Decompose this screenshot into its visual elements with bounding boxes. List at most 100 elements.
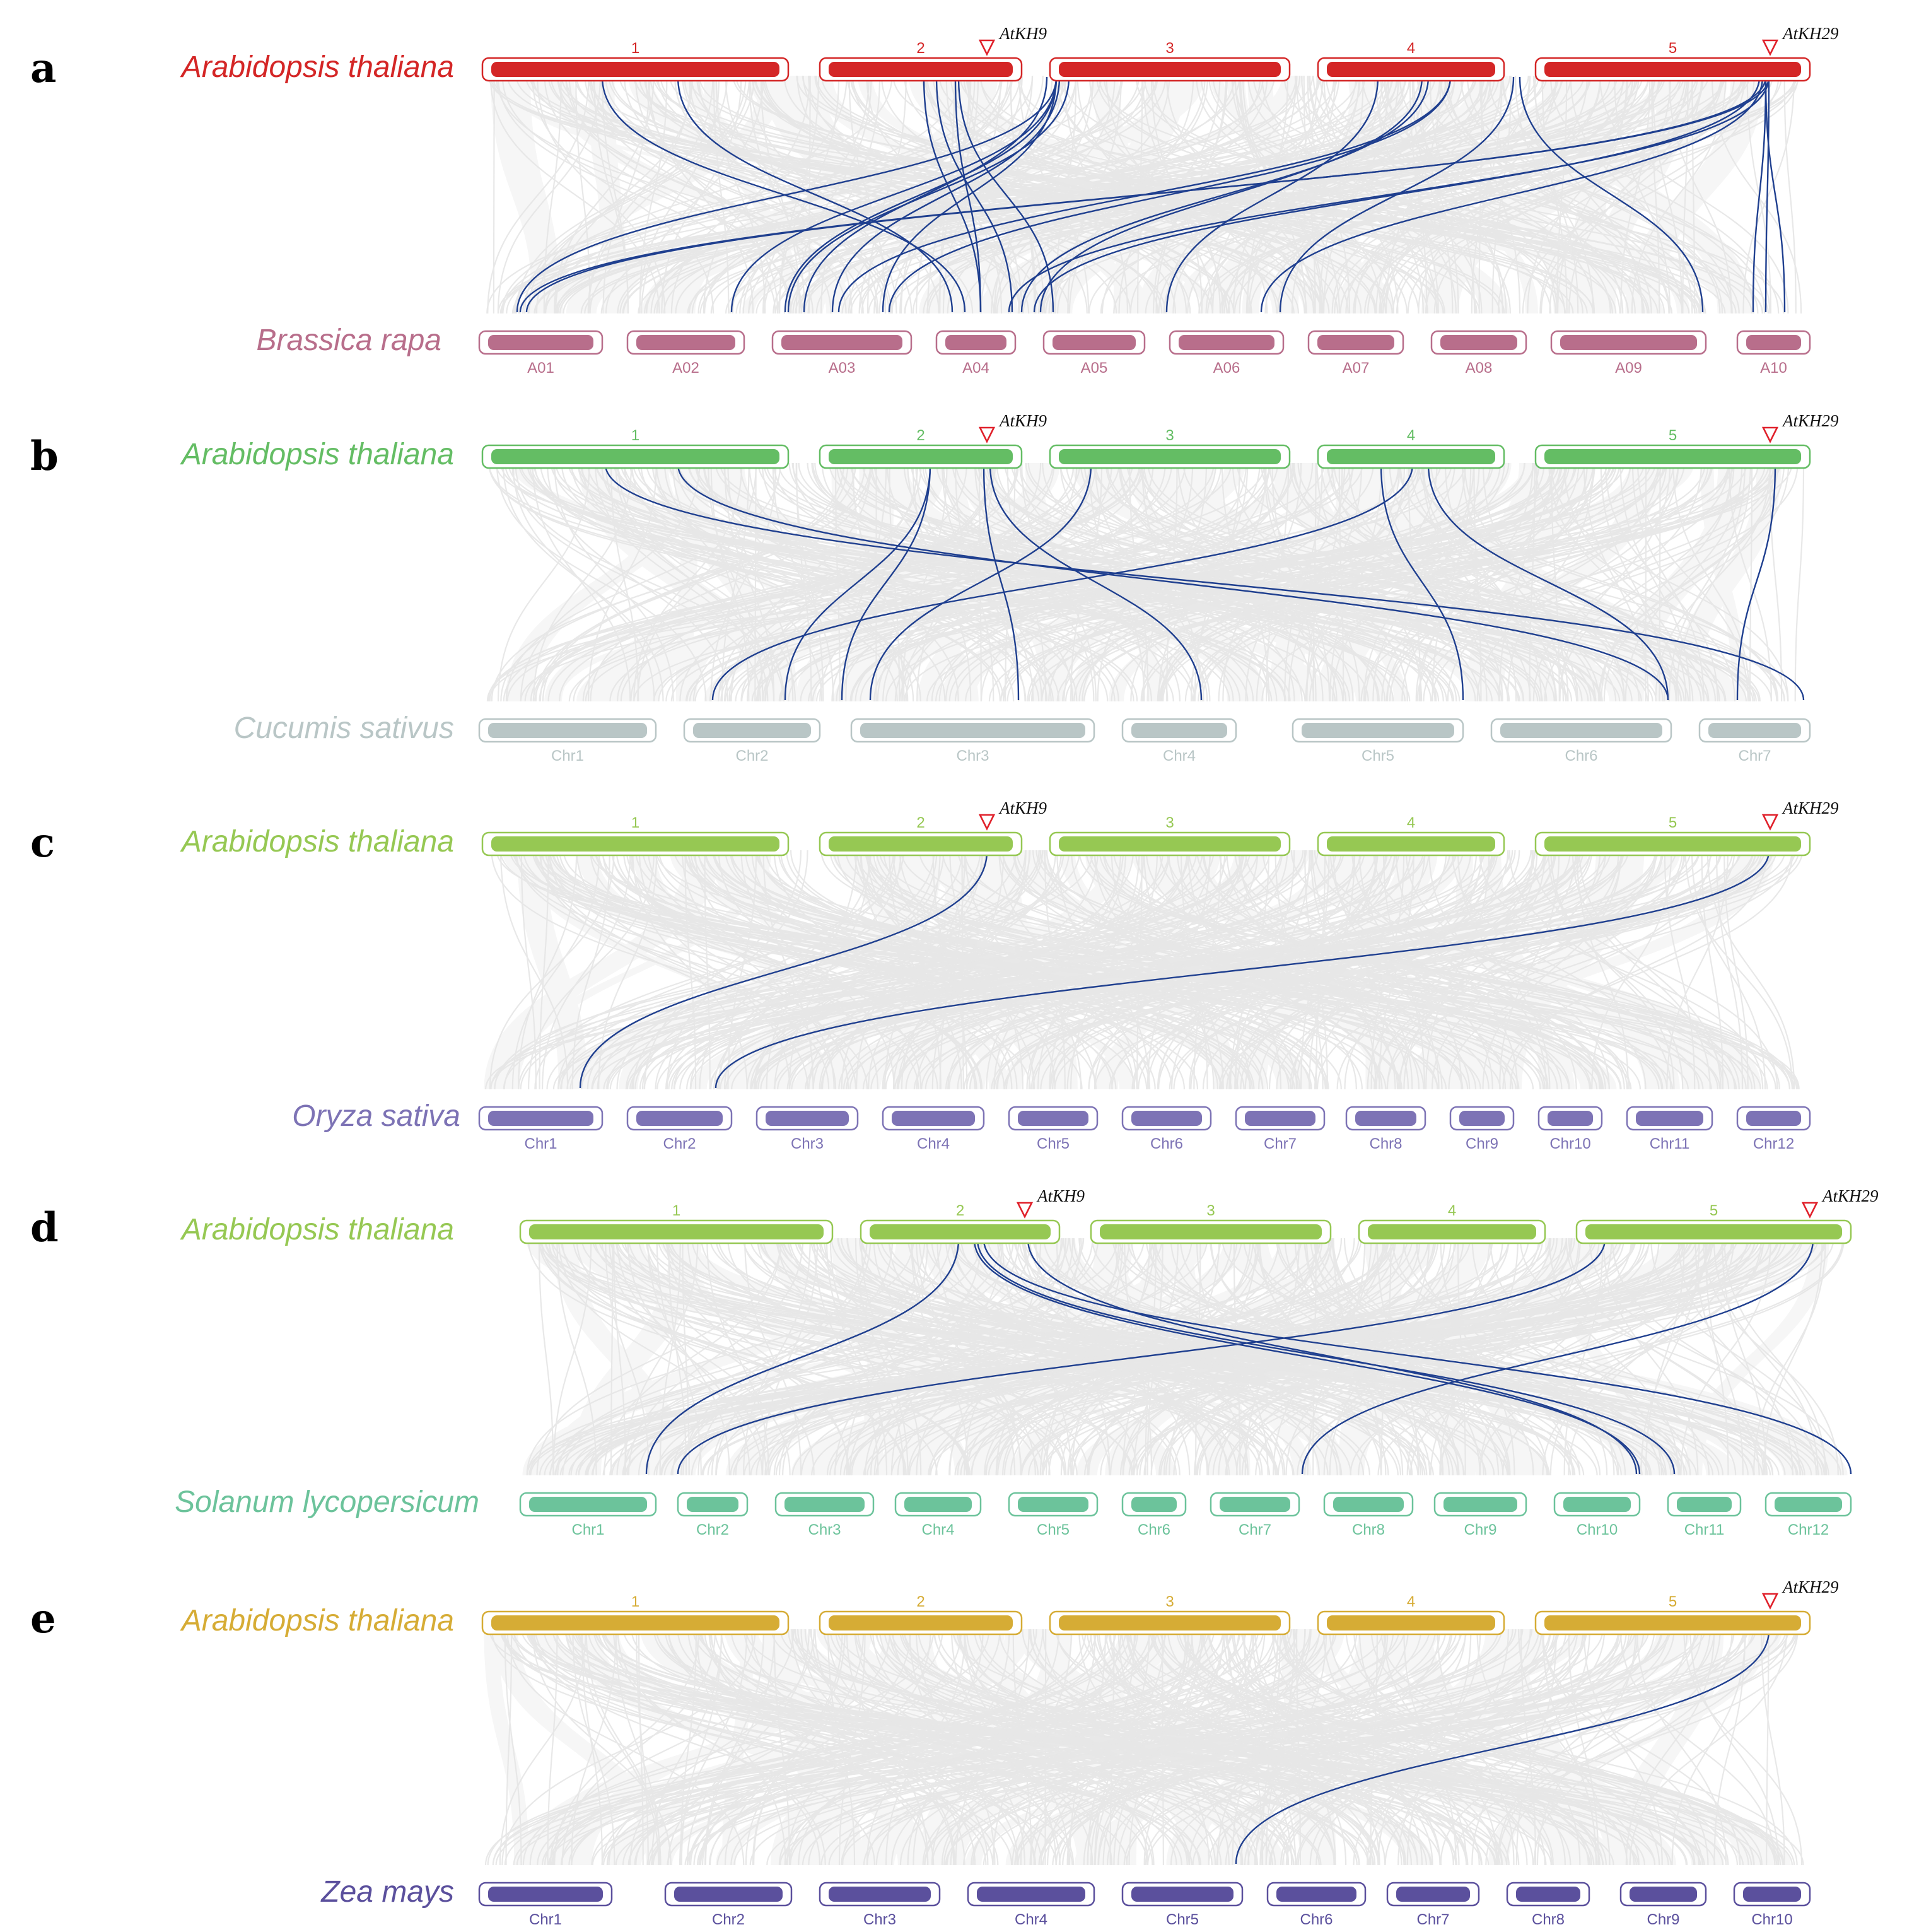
background-ribbon	[926, 1629, 1426, 1865]
background-ribbon	[522, 1238, 1207, 1475]
background-ribbon	[725, 1238, 1432, 1475]
background-ribbon	[510, 463, 1695, 701]
chromosome-3: 3	[1090, 1202, 1332, 1244]
background-ribbon	[585, 1238, 1739, 1475]
background-link	[1395, 850, 1519, 1090]
background-link	[703, 75, 810, 314]
background-ribbon	[602, 1629, 1126, 1865]
background-ribbon	[505, 463, 707, 701]
chromosome-4: 4	[1317, 40, 1505, 82]
marker-triangle-icon	[978, 39, 996, 56]
background-link	[1158, 462, 1561, 702]
chromosome-Chr10: Chr10	[1553, 1492, 1641, 1538]
background-ribbon	[1096, 850, 1237, 1089]
collinear-link	[923, 76, 982, 313]
chromosome-bar	[1018, 1497, 1088, 1512]
chromosome-Chr7: Chr7	[1698, 718, 1811, 764]
background-link	[963, 1238, 1803, 1476]
chromosome-label: 5	[1669, 1593, 1677, 1610]
background-link	[1098, 75, 1785, 314]
background-link	[1565, 1238, 1764, 1476]
chromosome-A08: A08	[1430, 330, 1527, 377]
background-ribbon	[1568, 76, 1619, 313]
chromosome-bar	[1544, 1615, 1801, 1630]
background-link	[1542, 1629, 1597, 1866]
collinear-link	[1301, 1239, 1814, 1475]
chromosome-bar	[1327, 449, 1495, 464]
background-ribbon	[771, 1629, 1617, 1865]
background-link	[933, 1629, 1336, 1866]
collinear-link	[1380, 464, 1464, 701]
background-link	[1576, 850, 1629, 1090]
background-link	[1363, 462, 1474, 702]
background-link	[1015, 1238, 1321, 1476]
background-ribbon	[768, 1629, 839, 1865]
chromosome-bar	[1100, 1224, 1322, 1239]
background-link	[723, 850, 938, 1090]
background-link	[937, 1629, 1483, 1866]
chromosome-Chr9: Chr9	[1449, 1106, 1515, 1152]
background-ribbon	[795, 76, 1682, 313]
background-link	[1344, 850, 1534, 1090]
background-link	[1119, 1238, 1435, 1476]
background-ribbon	[791, 1238, 1623, 1475]
background-link	[845, 850, 1741, 1090]
background-link	[1598, 462, 1776, 702]
chromosome-label: 2	[916, 427, 924, 444]
background-ribbon	[756, 1238, 1822, 1475]
chromosome-Chr4: Chr4	[882, 1106, 985, 1152]
background-ribbon	[1136, 463, 1738, 701]
background-link	[1502, 1238, 1763, 1476]
background-ribbon	[703, 850, 1504, 1089]
background-link	[1017, 75, 1209, 314]
background-ribbon	[1295, 463, 1552, 701]
background-ribbon	[1488, 1629, 1770, 1865]
background-ribbon	[680, 463, 947, 701]
marker-triangle-icon	[1761, 814, 1779, 831]
collinear-link	[677, 464, 1669, 701]
background-link	[1769, 462, 1783, 702]
background-link	[814, 1238, 879, 1476]
background-link	[533, 462, 633, 702]
chromosome-Chr2: Chr2	[664, 1882, 793, 1928]
background-link	[808, 75, 811, 314]
chromosome-2: 2	[860, 1202, 1061, 1244]
background-ribbon	[740, 850, 1268, 1089]
chromosome-bar	[1775, 1497, 1842, 1512]
chromosome-label: 3	[1165, 814, 1174, 831]
chromosome-label: 1	[631, 814, 639, 831]
background-link	[725, 75, 1666, 314]
background-link	[947, 850, 1243, 1090]
background-link	[1532, 462, 1703, 702]
background-link	[1131, 850, 1571, 1090]
background-ribbon	[632, 850, 928, 1089]
background-link	[1457, 850, 1551, 1090]
background-link	[525, 75, 1595, 314]
chromosome-bar	[636, 1111, 723, 1126]
background-link	[838, 1629, 866, 1866]
chromosome-label: A09	[1615, 360, 1642, 377]
chromosome-Chr3: Chr3	[819, 1882, 941, 1928]
background-link	[539, 462, 1054, 702]
background-link	[1384, 1238, 1768, 1476]
background-link	[753, 1629, 843, 1866]
background-link	[1202, 1629, 1441, 1866]
background-ribbon	[1315, 463, 1557, 701]
background-ribbon	[752, 1238, 1579, 1475]
bottom-chromosome-row: A01 A02 A03 A04 A05 A06 A07 A08 A09 A10	[478, 330, 1811, 377]
background-ribbon	[1051, 76, 1627, 313]
chromosome-A10: A10	[1736, 330, 1811, 377]
chromosome-Chr1: Chr1	[478, 718, 657, 764]
background-link	[569, 850, 1425, 1090]
background-ribbon	[1085, 850, 1418, 1089]
background-link	[1602, 1238, 1699, 1476]
collinear-link	[1764, 76, 1770, 313]
background-link	[889, 75, 1490, 314]
background-link	[1520, 1629, 1537, 1866]
background-ribbon	[569, 1238, 702, 1475]
chromosome-bar	[1560, 335, 1697, 350]
background-link	[504, 462, 1306, 702]
chromosome-5: 5	[1534, 1593, 1811, 1636]
background-link	[1198, 462, 1730, 702]
background-link	[561, 75, 1481, 314]
